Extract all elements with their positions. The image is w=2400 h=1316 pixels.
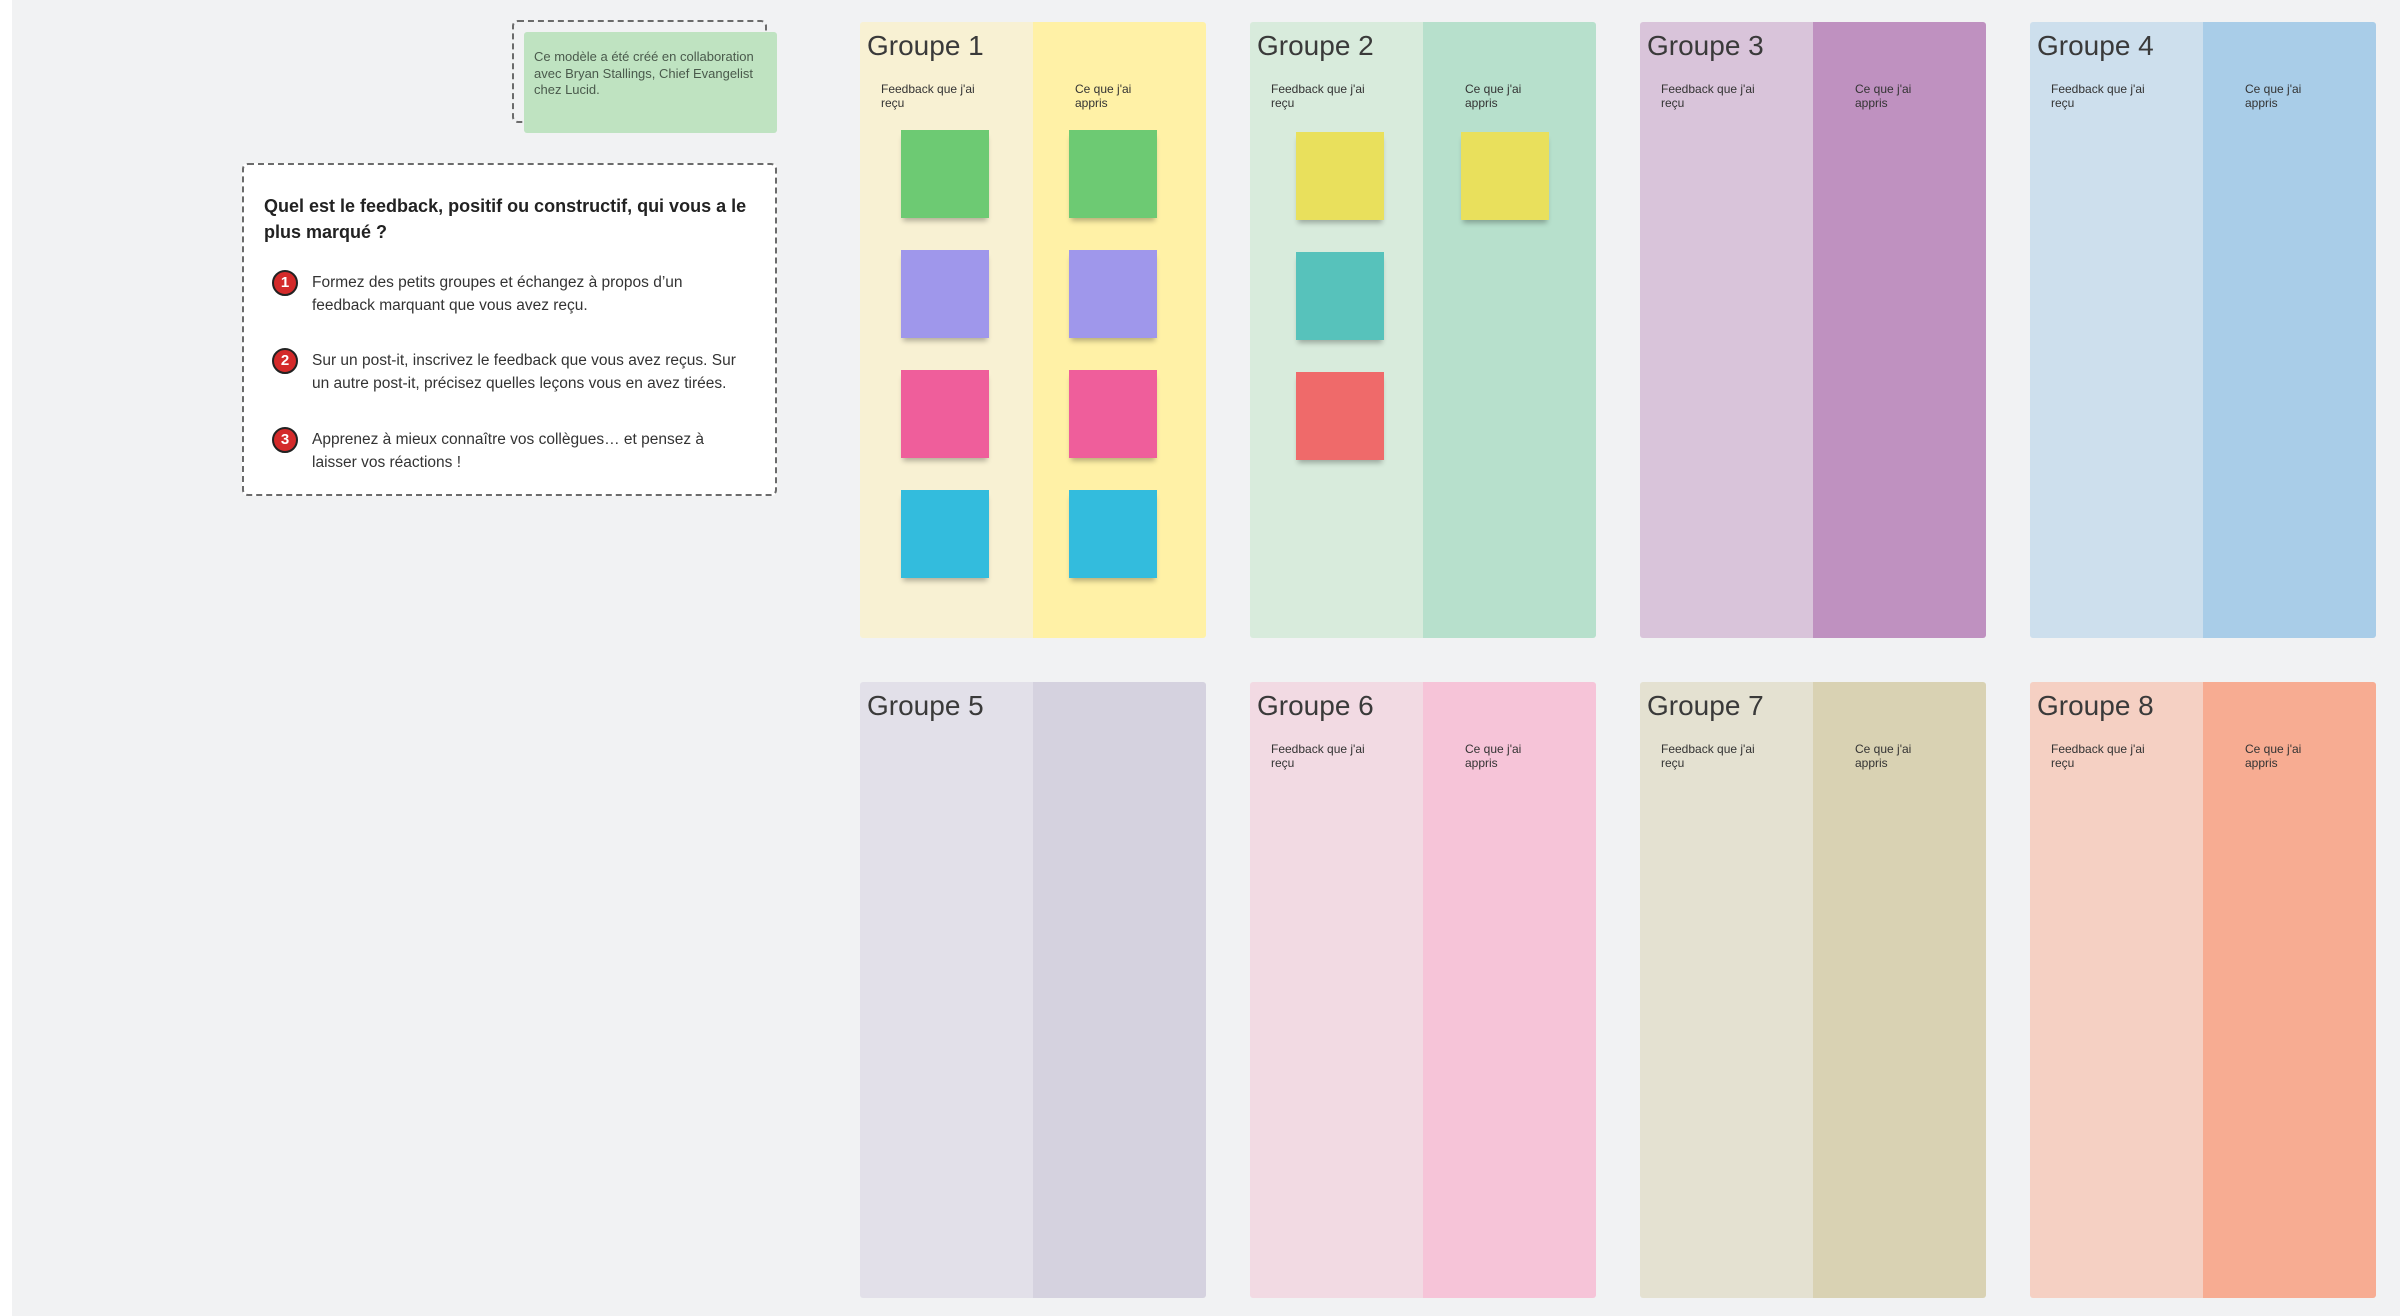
step-text: Sur un post-it, inscrivez le feedback qu… xyxy=(312,352,736,392)
sticky-note[interactable] xyxy=(1461,132,1549,220)
group-3-board[interactable]: Groupe 3 Feedback que j'ai reçu Ce que j'a… xyxy=(1640,22,1986,638)
lessons-learned-column[interactable] xyxy=(1033,682,1206,1298)
sticky-note[interactable] xyxy=(1296,252,1384,340)
column-label-feedback: Feedback que j'ai reçu xyxy=(2051,742,2145,770)
group-7-board[interactable]: Groupe 7 Feedback que j'ai reçu Ce que j'a… xyxy=(1640,682,1986,1298)
group-title: Groupe 3 xyxy=(1647,30,1764,61)
group-title: Groupe 2 xyxy=(1257,30,1374,61)
attribution-note-frame[interactable]: Ce modèle a été créé en collaboration av… xyxy=(512,20,777,133)
feedback-received-column[interactable] xyxy=(1640,682,1813,1298)
feedback-received-column[interactable] xyxy=(860,682,1033,1298)
sticky-note[interactable] xyxy=(901,130,989,218)
lessons-learned-column[interactable] xyxy=(2203,22,2376,638)
sticky-note[interactable] xyxy=(901,250,989,338)
group-title: Groupe 6 xyxy=(1257,690,1374,721)
group-4-board[interactable]: Groupe 4 Feedback que j'ai reçu Ce que j'a… xyxy=(2030,22,2376,638)
sticky-note[interactable] xyxy=(1296,132,1384,220)
step-text: Formez des petits groupes et échangez à … xyxy=(312,274,683,314)
lessons-learned-column[interactable] xyxy=(1813,22,1986,638)
attribution-note[interactable]: Ce modèle a été créé en collaboration av… xyxy=(524,32,777,133)
column-label-learned: Ce que j'ai appris xyxy=(1465,82,1522,110)
lessons-learned-column[interactable] xyxy=(1423,22,1596,638)
sticky-note[interactable] xyxy=(1069,130,1157,218)
attribution-text: Ce modèle a été créé en collaboration av… xyxy=(534,49,754,97)
column-label-feedback: Feedback que j'ai reçu xyxy=(1271,82,1365,110)
group-title: Groupe 7 xyxy=(1647,690,1764,721)
group-1-board[interactable]: Groupe 1 Feedback que j'ai reçu Ce que j'a… xyxy=(860,22,1206,638)
step-number-badge: 3 xyxy=(272,427,298,453)
group-title: Groupe 5 xyxy=(867,690,984,721)
column-label-learned: Ce que j'ai appris xyxy=(2245,82,2302,110)
feedback-received-column[interactable] xyxy=(1640,22,1813,638)
group-title: Groupe 4 xyxy=(2037,30,2154,61)
instructions-title: Quel est le feedback, positif ou constru… xyxy=(264,196,747,242)
column-label-learned: Ce que j'ai appris xyxy=(2245,742,2302,770)
feedback-received-column[interactable] xyxy=(2030,22,2203,638)
column-label-learned: Ce que j'ai appris xyxy=(1465,742,1522,770)
column-label-feedback: Feedback que j'ai reçu xyxy=(881,82,975,110)
lessons-learned-column[interactable] xyxy=(2203,682,2376,1298)
group-6-board[interactable]: Groupe 6 Feedback que j'ai reçu Ce que j'a… xyxy=(1250,682,1596,1298)
feedback-received-column[interactable] xyxy=(2030,682,2203,1298)
feedback-received-column[interactable] xyxy=(1250,682,1423,1298)
group-2-board[interactable]: Groupe 2 Feedback que j'ai reçu Ce que j'a… xyxy=(1250,22,1596,638)
instructions-card[interactable]: Quel est le feedback, positif ou constru… xyxy=(242,163,777,496)
step-number-badge: 2 xyxy=(272,348,298,374)
group-5-board[interactable]: Groupe 5 xyxy=(860,682,1206,1298)
column-label-learned: Ce que j'ai appris xyxy=(1855,742,1912,770)
lessons-learned-column[interactable] xyxy=(1423,682,1596,1298)
column-label-feedback: Feedback que j'ai reçu xyxy=(1661,742,1755,770)
whiteboard-canvas[interactable]: Ce modèle a été créé en collaboration av… xyxy=(12,0,2400,1316)
column-label-feedback: Feedback que j'ai reçu xyxy=(1661,82,1755,110)
sticky-note[interactable] xyxy=(1069,370,1157,458)
sticky-note[interactable] xyxy=(1296,372,1384,460)
group-title: Groupe 8 xyxy=(2037,690,2154,721)
column-label-learned: Ce que j'ai appris xyxy=(1855,82,1912,110)
group-title: Groupe 1 xyxy=(867,30,984,61)
sticky-note[interactable] xyxy=(901,370,989,458)
sticky-note[interactable] xyxy=(901,490,989,578)
column-label-feedback: Feedback que j'ai reçu xyxy=(1271,742,1365,770)
step-text: Apprenez à mieux connaître vos collègues… xyxy=(312,431,705,471)
sticky-note[interactable] xyxy=(1069,490,1157,578)
column-label-feedback: Feedback que j'ai reçu xyxy=(2051,82,2145,110)
step-number-badge: 1 xyxy=(272,270,298,296)
column-label-learned: Ce que j'ai appris xyxy=(1075,82,1132,110)
group-8-board[interactable]: Groupe 8 Feedback que j'ai reçu Ce que j'a… xyxy=(2030,682,2376,1298)
sticky-note[interactable] xyxy=(1069,250,1157,338)
lessons-learned-column[interactable] xyxy=(1813,682,1986,1298)
